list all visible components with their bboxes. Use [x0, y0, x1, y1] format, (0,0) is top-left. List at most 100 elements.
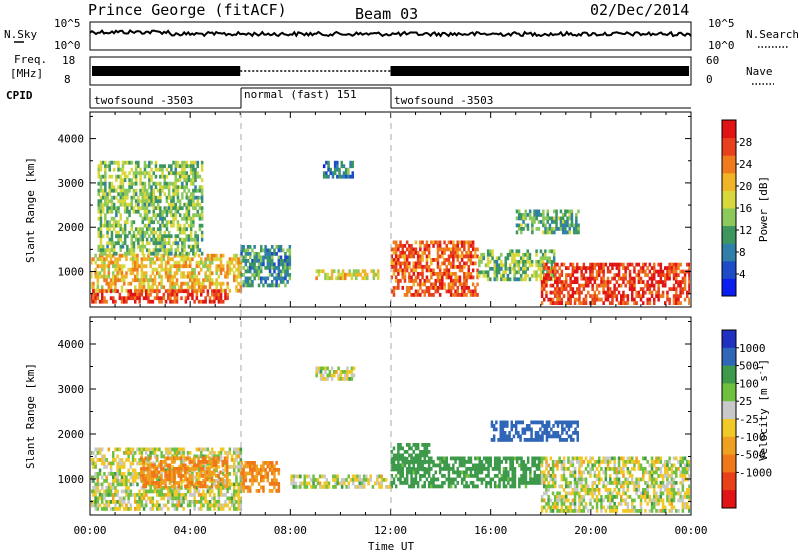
nave-label: Nave	[746, 65, 773, 78]
power-region-3	[240, 245, 292, 288]
power-colorbar-swatch-0	[722, 278, 736, 297]
velocity-region-5	[390, 456, 543, 489]
power-region-2	[97, 160, 204, 256]
velocity-panel: 1000 2000 3000 4000 00:00 04:00 08:00 12:00 16:…	[24, 112, 772, 553]
power-colorbar-swatch-2	[722, 243, 736, 262]
velocity-colorbar-tick-0: 1000	[739, 342, 766, 355]
power-ylabel: Slant Range [km]	[24, 157, 37, 263]
velocity-region-7	[540, 456, 690, 513]
beam-title: Beam 03	[355, 5, 418, 23]
freq-label: Freq.	[14, 53, 47, 66]
power-colorbar-tick-4: 20	[739, 180, 752, 193]
velocity-xtick-label-1: 04:00	[174, 524, 207, 537]
power-region-8	[515, 209, 580, 235]
velocity-ytick-label-0: 1000	[58, 473, 85, 486]
power-region-4	[315, 269, 380, 281]
power-colorbar-label: Power [dB]	[757, 176, 770, 242]
velocity-colorbar-swatch-9	[722, 490, 736, 509]
velocity-region-3	[290, 474, 392, 489]
freq-nave-panel: Freq. [MHz] 18 8 60 0 Nave	[10, 53, 774, 86]
power-colorbar-swatch-6	[722, 172, 736, 191]
power-colorbar-swatch-1	[722, 260, 736, 279]
velocity-region-0	[91, 447, 243, 511]
cpid-change-markers	[240, 112, 392, 515]
velocity-xtick-label-3: 12:00	[374, 524, 407, 537]
velocity-region-2	[240, 461, 281, 493]
velocity-xtick-label-2: 08:00	[274, 524, 307, 537]
nave-tick-bottom: 0	[706, 73, 713, 86]
velocity-colorbar-tick-4: -25	[739, 413, 759, 426]
power-region-0	[91, 253, 243, 293]
velocity-colorbar-tick-7: -1000	[739, 466, 772, 479]
velocity-colorbar-tick-5: -100	[739, 431, 766, 444]
power-colorbar-swatch-9	[722, 120, 736, 139]
velocity-colorbar-swatch-1	[722, 347, 736, 367]
freq-band-segment-2	[390, 66, 689, 76]
nsky-trace	[89, 28, 692, 38]
power-ytick-label-2: 3000	[58, 177, 85, 190]
velocity-colorbar-swatch-6	[722, 436, 736, 456]
power-ytick-label-3: 4000	[58, 133, 85, 146]
velocity-data-layer	[91, 366, 690, 513]
nsky-tick-bottom: 10^0	[54, 39, 81, 52]
power-colorbar-tick-1: 8	[739, 246, 746, 259]
velocity-region-6	[490, 420, 579, 442]
power-colorbar: 4 8 12 16 20 24 28	[721, 119, 753, 297]
cpid-label: CPID	[6, 89, 33, 102]
power-ytick-label-1: 2000	[58, 221, 85, 234]
velocity-region-1	[140, 456, 229, 489]
velocity-colorbar-swatch-7	[722, 454, 736, 473]
nsearch-label: N.Search	[746, 28, 799, 41]
velocity-colorbar-swatch-3	[722, 383, 736, 402]
power-colorbar-tick-3: 16	[739, 202, 752, 215]
nsky-panel: N.Sky 10^5 10^0 10^5 10^0 N.Search	[4, 17, 799, 52]
nsky-label: N.Sky	[4, 28, 37, 41]
velocity-xtick-label-0: 00:00	[73, 524, 106, 537]
station-title: Prince George (fitACF)	[88, 1, 287, 19]
velocity-ytick-label-2: 3000	[58, 383, 85, 396]
velocity-colorbar-swatch-0	[722, 330, 736, 349]
power-colorbar-tick-0: 4	[739, 268, 746, 281]
velocity-colorbar-swatch-4	[722, 401, 736, 420]
freq-tick-top: 18	[62, 54, 75, 67]
nsearch-tick-top: 10^5	[708, 17, 735, 30]
nsky-tick-top: 10^5	[54, 17, 81, 30]
velocity-ylabel: Slant Range [km]	[24, 363, 37, 469]
cpid-segment-3: twofsound -3503	[394, 94, 493, 107]
freq-band-segment-1	[92, 66, 241, 76]
power-colorbar-swatch-8	[722, 137, 736, 156]
velocity-xlabel: Time UT	[368, 540, 415, 553]
velocity-colorbar-label: Velocity [m s-1]	[756, 359, 770, 461]
power-ytick-label-0: 1000	[58, 266, 85, 279]
power-panel: 1000 2000 3000 4000 Slant Range [km] 4 8 12 16…	[24, 111, 770, 308]
power-y-ticks: 1000 2000 3000 4000	[58, 115, 691, 295]
velocity-colorbar-tick-3: 25	[739, 395, 752, 408]
velocity-region-8	[315, 366, 356, 381]
power-region-6	[390, 240, 479, 297]
velocity-x-ticks: 00:00 04:00 08:00 12:00 16:00 20:00 00:00	[73, 112, 708, 537]
velocity-xtick-label-5: 20:00	[574, 524, 607, 537]
velocity-colorbar-tick-2: 100	[739, 377, 759, 390]
velocity-xtick-label-6: 00:00	[674, 524, 707, 537]
velocity-colorbar-tick-6: -500	[739, 449, 766, 462]
power-colorbar-tick-6: 28	[739, 136, 752, 149]
velocity-ytick-label-3: 4000	[58, 338, 85, 351]
velocity-colorbar-swatch-5	[722, 419, 736, 438]
power-colorbar-swatch-4	[722, 208, 736, 227]
power-region-9	[540, 262, 690, 305]
power-colorbar-swatch-7	[722, 155, 736, 174]
freq-tick-bottom: 8	[64, 73, 71, 86]
freq-unit-label: [MHz]	[10, 67, 43, 80]
date-title: 02/Dec/2014	[590, 1, 689, 19]
velocity-colorbar-swatch-8	[722, 472, 736, 491]
velocity-y-ticks: 1000 2000 3000 4000	[58, 321, 691, 502]
velocity-xtick-label-4: 16:00	[474, 524, 507, 537]
cpid-segment-2: normal (fast) 151	[244, 88, 357, 101]
power-colorbar-swatch-5	[722, 190, 736, 209]
power-colorbar-tick-5: 24	[739, 158, 753, 171]
power-region-5	[322, 160, 354, 179]
nave-tick-top: 60	[706, 54, 719, 67]
power-colorbar-tick-2: 12	[739, 224, 752, 237]
power-data-layer	[91, 160, 690, 305]
